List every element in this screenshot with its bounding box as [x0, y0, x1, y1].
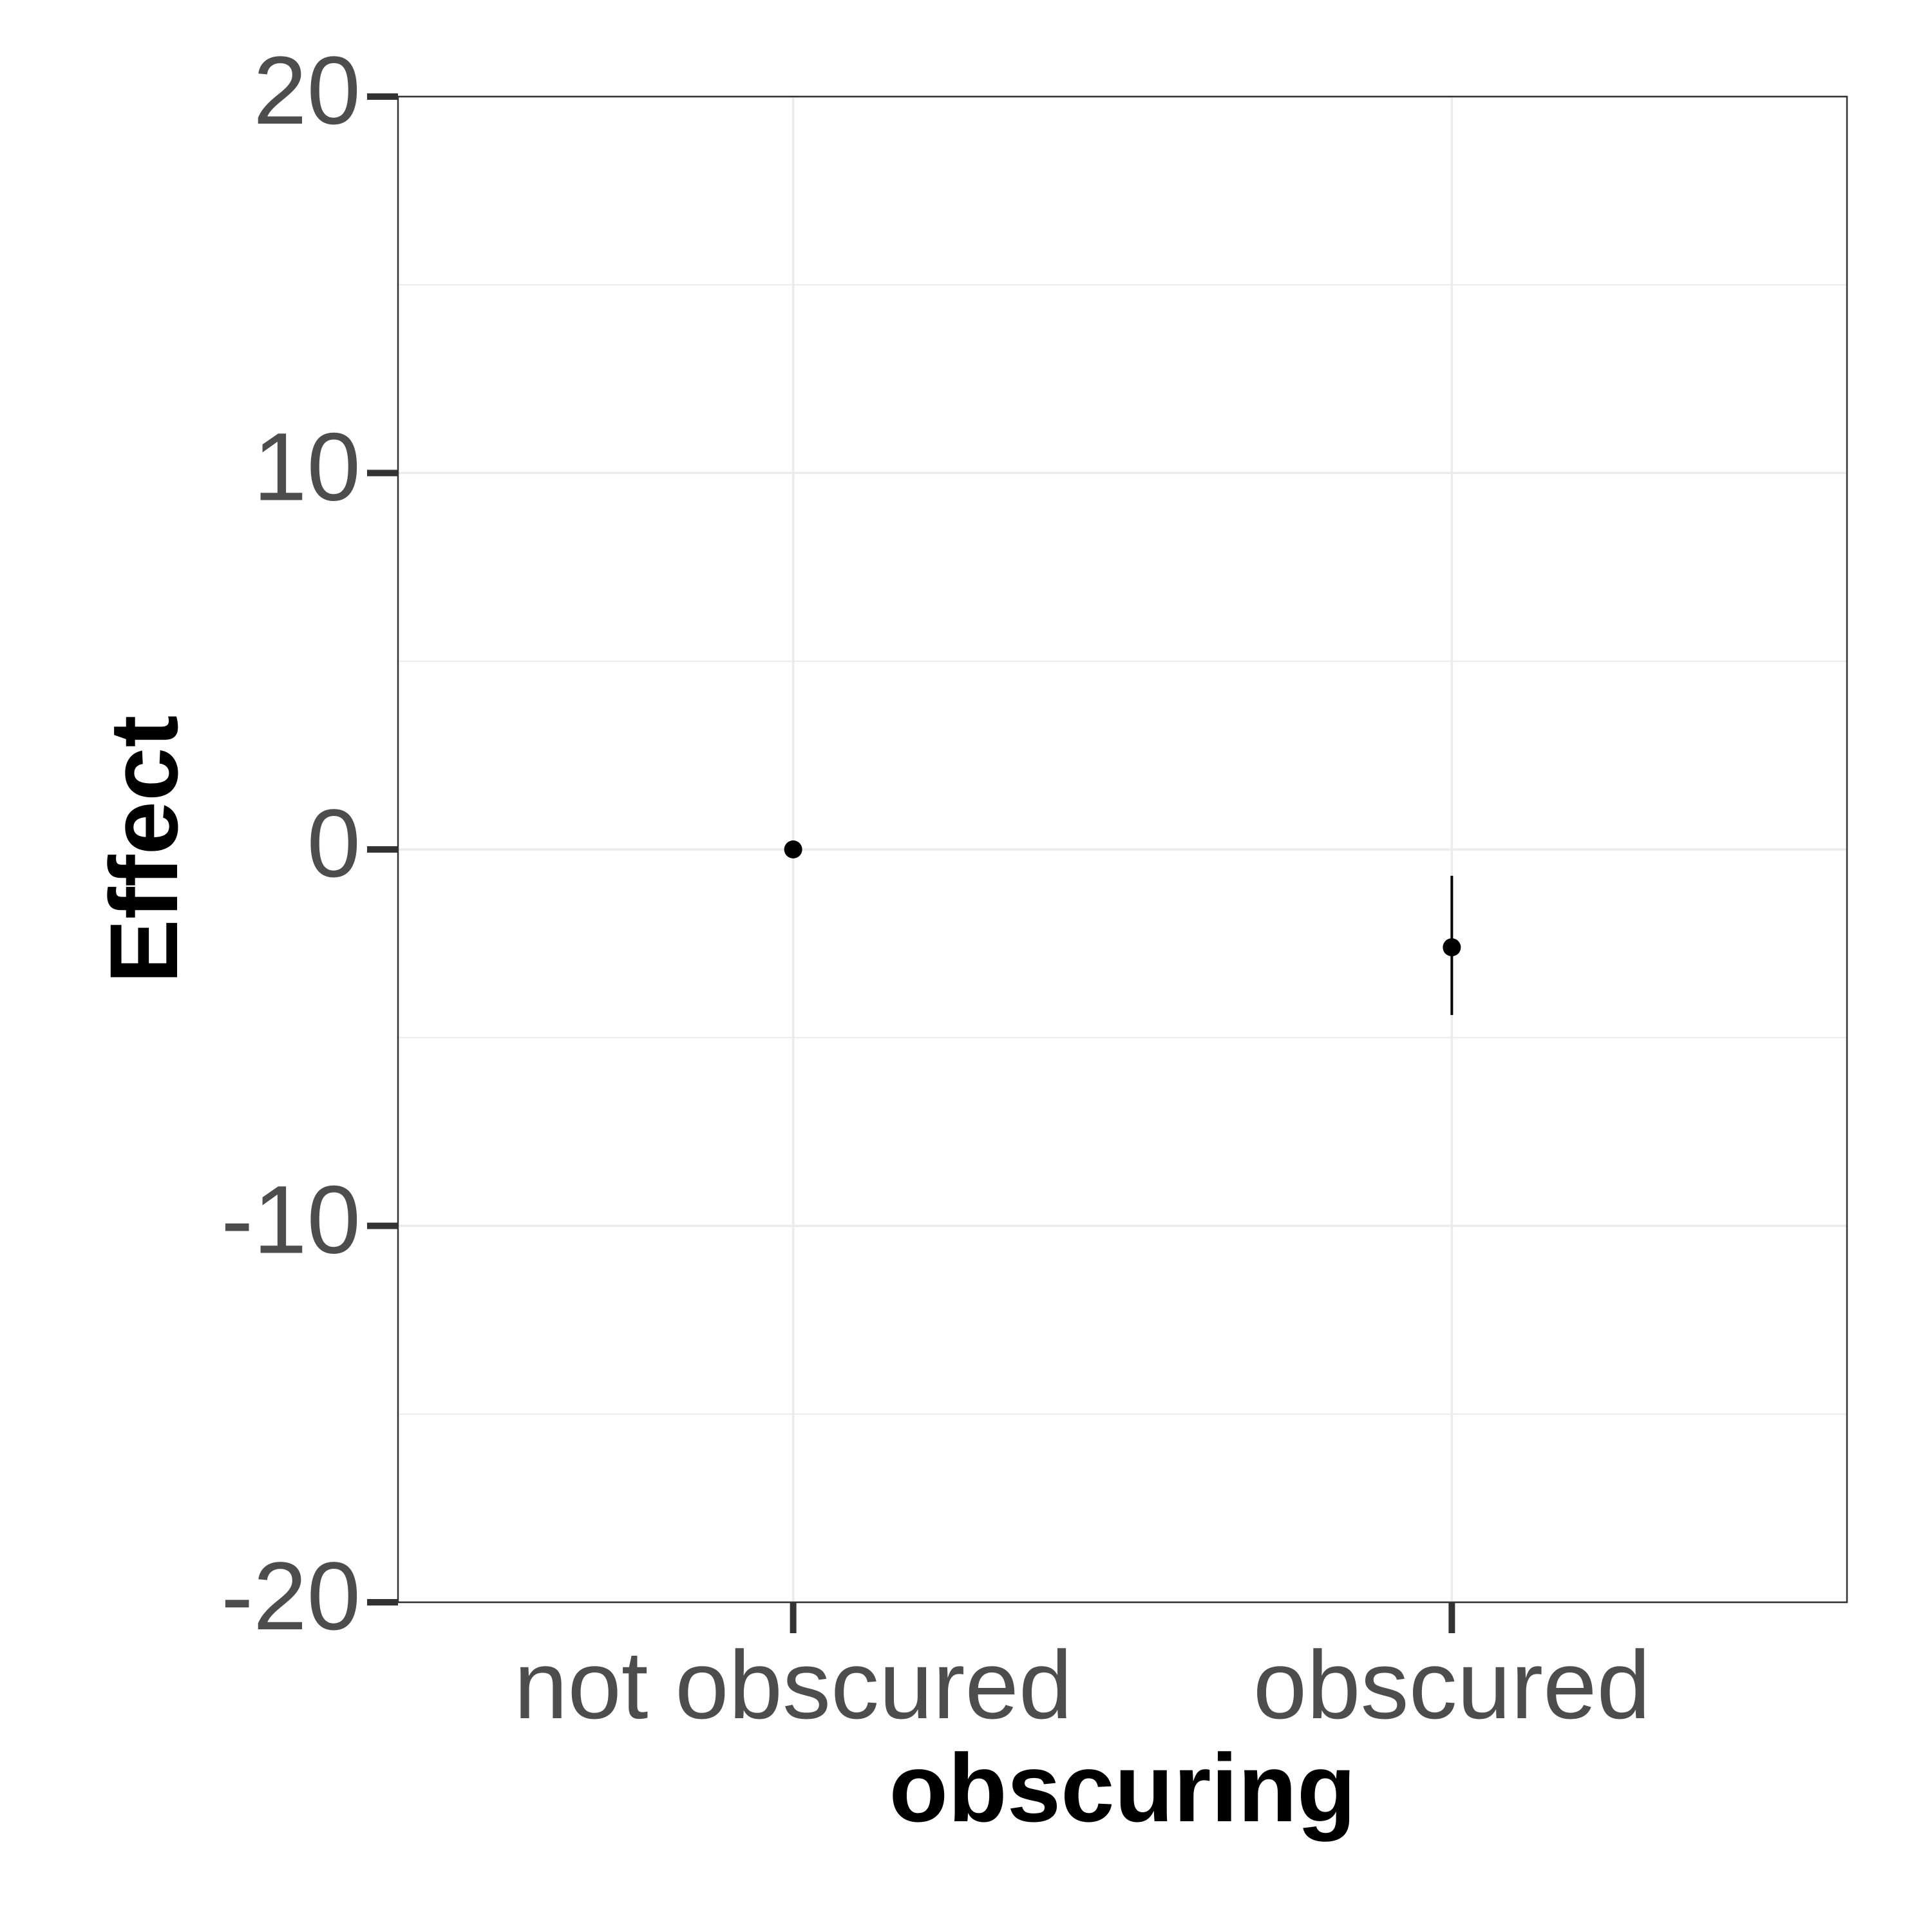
- y-tick-label: -20: [221, 1542, 361, 1650]
- axes: -20 -10 0 10 20 not obscured obscured: [221, 36, 1651, 1739]
- y-tick-label: -10: [221, 1166, 361, 1274]
- y-axis-title: Effect: [90, 715, 198, 984]
- x-axis-title: obscuring: [889, 1734, 1356, 1842]
- data-points: [784, 840, 1461, 1016]
- data-point: [1443, 938, 1461, 956]
- x-tick-label: not obscured: [514, 1631, 1072, 1739]
- data-point: [784, 840, 802, 858]
- x-tick-label: obscured: [1253, 1631, 1651, 1739]
- y-tick-label: 20: [253, 36, 361, 144]
- y-tick-label: 10: [253, 413, 361, 521]
- y-tick-label: 0: [307, 789, 361, 897]
